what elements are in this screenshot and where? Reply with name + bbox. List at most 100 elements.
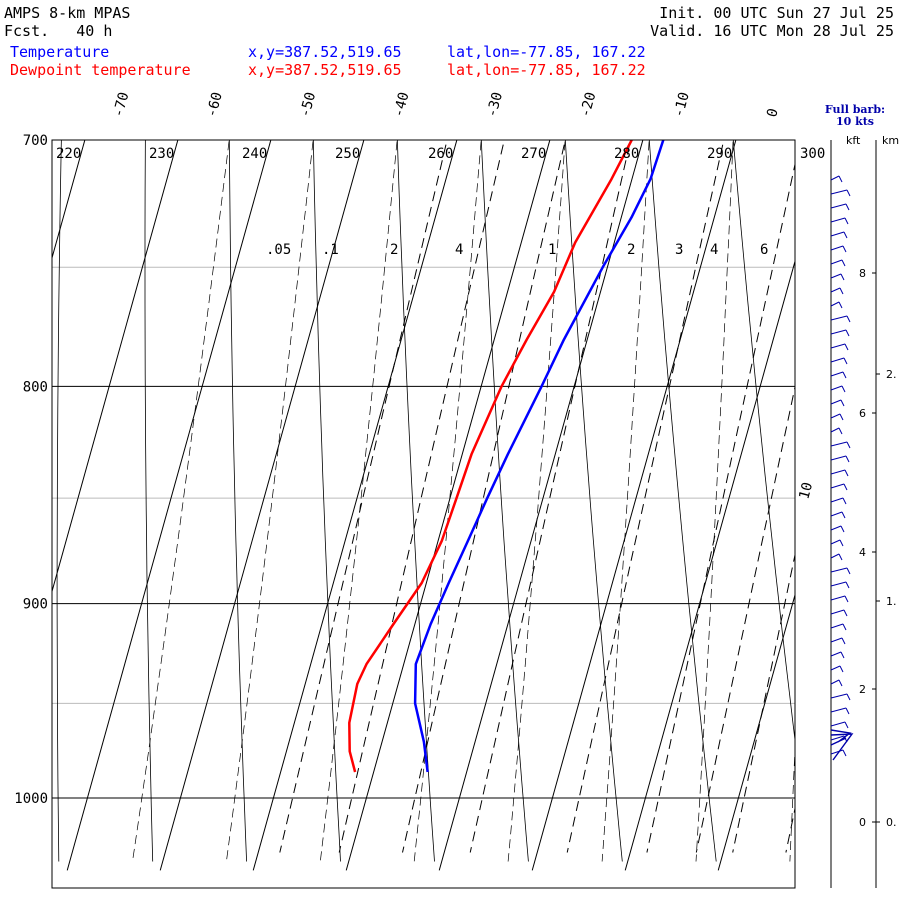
wind-barb [830, 553, 840, 559]
dewpoint-latlon: lat,lon=-77.85, 167.22 [447, 61, 646, 79]
wind-barb [830, 749, 844, 755]
wind-barb-flag [841, 511, 846, 519]
wind-barb-flag [839, 413, 844, 421]
wind-barb [830, 301, 840, 307]
moist-adiabat-line [226, 140, 314, 862]
init-time: Init. 00 UTC Sun 27 Jul 25 [659, 4, 894, 22]
kft-tick-label: 0 [859, 816, 866, 829]
wind-barb-flag [843, 231, 848, 239]
mixing-ratio-line [338, 140, 505, 853]
wind-barb [830, 371, 844, 377]
isotherm-tick-label: 10 [796, 481, 816, 501]
wind-barb-flag [846, 315, 851, 323]
kft-tick-label: 2 [859, 683, 866, 696]
temperature-trace [413, 140, 665, 773]
wind-barb [830, 455, 847, 461]
wind-barb [830, 693, 848, 699]
wind-barb [830, 539, 841, 545]
mixing-ratio-label: 2 [627, 242, 635, 258]
dry-adiabat-label: 280 [614, 146, 639, 162]
wind-barb [830, 427, 840, 433]
wind-barb-flag [845, 581, 850, 589]
isotherm-line [52, 140, 86, 260]
temperature-legend: Temperature [10, 43, 110, 61]
wind-barb-flag [845, 455, 850, 463]
mixing-ratio-line [732, 552, 795, 853]
wind-barb [830, 343, 846, 349]
wind-barb-flag [840, 525, 845, 533]
wind-barb-flag [840, 273, 845, 281]
dry-adiabat-line [56, 140, 62, 862]
wind-barb [830, 259, 843, 265]
isotherm-line [66, 140, 272, 871]
wind-barb [830, 623, 844, 629]
wind-barb-flag [842, 371, 847, 379]
isotherm-line [717, 593, 795, 871]
wind-barb-panel: Full barb:10 kts kft km 8 6 4 2 0 2. 1. 0. [825, 103, 899, 888]
wind-barb-flag [843, 357, 848, 365]
axis-labels: 700 800 900 1000 -70 -60 -50 -40 -30 -20 -10 0 10 220… [14, 90, 825, 807]
kft-tick-label: 6 [859, 407, 866, 420]
wind-barb-flag [841, 637, 846, 645]
wind-barb [830, 441, 848, 447]
wind-barb-flag [844, 721, 849, 729]
wind-barb-flag [841, 385, 846, 393]
dry-adiabat-line [228, 140, 247, 862]
moist-adiabat-line [132, 140, 230, 862]
dry-adiabat-line [480, 140, 529, 862]
wind-barb-flag [843, 609, 848, 617]
dry-adiabat-label: 220 [56, 146, 81, 162]
mixing-ratio-label: 6 [760, 242, 768, 258]
model-title: AMPS 8-km MPAS [4, 4, 131, 22]
wind-barb-flag [838, 679, 843, 687]
wind-barb-flag [844, 343, 849, 351]
wind-barb [830, 721, 846, 727]
wind-barb-flag [839, 287, 844, 295]
wind-barb [830, 399, 842, 405]
wind-barb [830, 707, 847, 713]
dewpoint-xy: x,y=387.52,519.65 [248, 61, 402, 79]
km-tick-label: 0. [886, 816, 897, 829]
wind-barb-flag [845, 329, 850, 337]
valid-time: Valid. 16 UTC Mon 28 Jul 25 [650, 22, 894, 40]
wind-barb-flag [844, 595, 849, 603]
wind-barb [830, 511, 843, 517]
wind-barb-flag [846, 693, 851, 701]
wind-barb-flag [838, 175, 843, 183]
isotherm-line [811, 113, 900, 870]
sounding-traces [348, 140, 665, 773]
wind-barb-flag [838, 427, 843, 435]
wind-barb [830, 609, 845, 615]
wind-barb [830, 385, 843, 391]
isotherm-tick-label: 0 [764, 107, 782, 119]
plot-frame [51, 139, 796, 889]
dry-adiabat-label: 290 [707, 146, 732, 162]
mixing-ratio-label: .1 [322, 242, 339, 258]
mixing-ratio-line [279, 140, 448, 853]
dry-adiabat-label: 270 [521, 146, 546, 162]
wind-barb-flag [839, 539, 844, 547]
wind-barb-flag [841, 259, 846, 267]
wind-barb [830, 413, 841, 419]
temperature-xy: x,y=387.52,519.65 [248, 43, 402, 61]
dewpoint-trace [348, 140, 633, 773]
wind-barb [830, 175, 840, 181]
wind-barb-flag [846, 189, 851, 197]
wind-barb-flag [840, 399, 845, 407]
mixing-ratio-line [469, 140, 632, 853]
isotherm-line [159, 140, 365, 871]
wind-barb-flag [843, 483, 848, 491]
wind-barb-flag [844, 469, 849, 477]
wind-barb-flag [845, 203, 850, 211]
dry-adiabat-label: 240 [242, 146, 267, 162]
dry-adiabat-line [144, 140, 154, 862]
wind-barb-flag [839, 665, 844, 673]
dry-adiabat-label: 260 [428, 146, 453, 162]
dry-adiabat-line [648, 140, 717, 862]
barb-subtitle: 10 kts [836, 115, 874, 128]
isotherm-line [624, 259, 795, 871]
wind-barb [830, 581, 847, 587]
isotherm-line [531, 140, 737, 871]
wind-barb [830, 483, 845, 489]
